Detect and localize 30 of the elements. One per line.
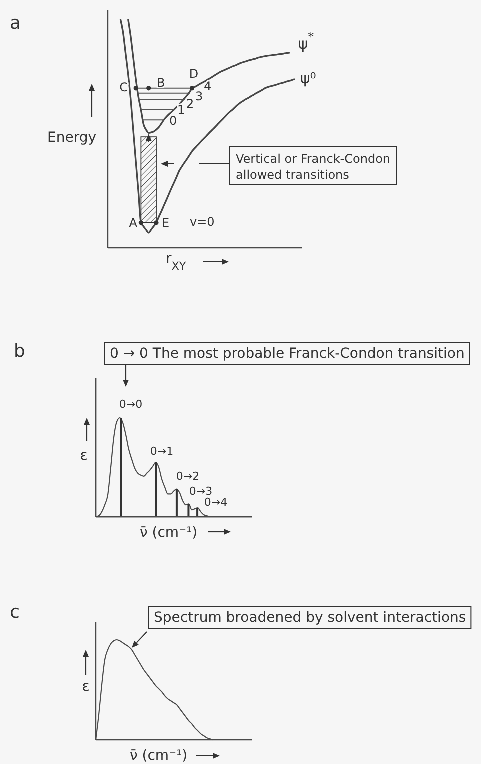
annotation: v=0	[190, 215, 215, 230]
series-label: ψ$^{*}$	[298, 30, 314, 54]
text: Spectrum broadened by solvent interactions	[154, 610, 466, 626]
chart-title: b	[14, 341, 26, 362]
annotation: 0	[170, 114, 178, 128]
y-axis-title: Energy	[47, 130, 97, 146]
x-axis-title: ν̄ (cm⁻¹)	[130, 748, 188, 764]
text: 0 → 0 The most probable Franck-Condon transition	[110, 346, 465, 362]
annotation: 3	[196, 90, 204, 104]
chart-title: a	[10, 13, 22, 34]
y-axis-title: ε	[82, 679, 90, 695]
annotation: Vertical or Franck-Condon allowed transitions	[236, 152, 391, 182]
annotation: 0→4	[204, 496, 228, 510]
annotation: D	[189, 67, 199, 82]
annotation: 0→3	[189, 485, 213, 498]
series-label: ψ⁰	[300, 70, 316, 88]
annotation: C	[120, 80, 128, 95]
chart-title: c	[10, 602, 20, 623]
annotation: 0→2	[176, 470, 200, 484]
text: 0→0	[119, 398, 143, 412]
annotation: 1	[178, 103, 186, 118]
annotation: 0→1	[150, 445, 174, 458]
annotation: B	[157, 76, 166, 90]
x-axis-title: ν̄ (cm⁻¹)	[140, 525, 198, 541]
annotation: A	[129, 216, 138, 230]
annotation: E	[162, 216, 170, 230]
x-axis-title: r$_{XY}$	[166, 251, 186, 272]
annotation: 4	[204, 80, 212, 94]
y-axis-title: ε	[80, 448, 88, 464]
annotation: 2	[186, 97, 194, 112]
